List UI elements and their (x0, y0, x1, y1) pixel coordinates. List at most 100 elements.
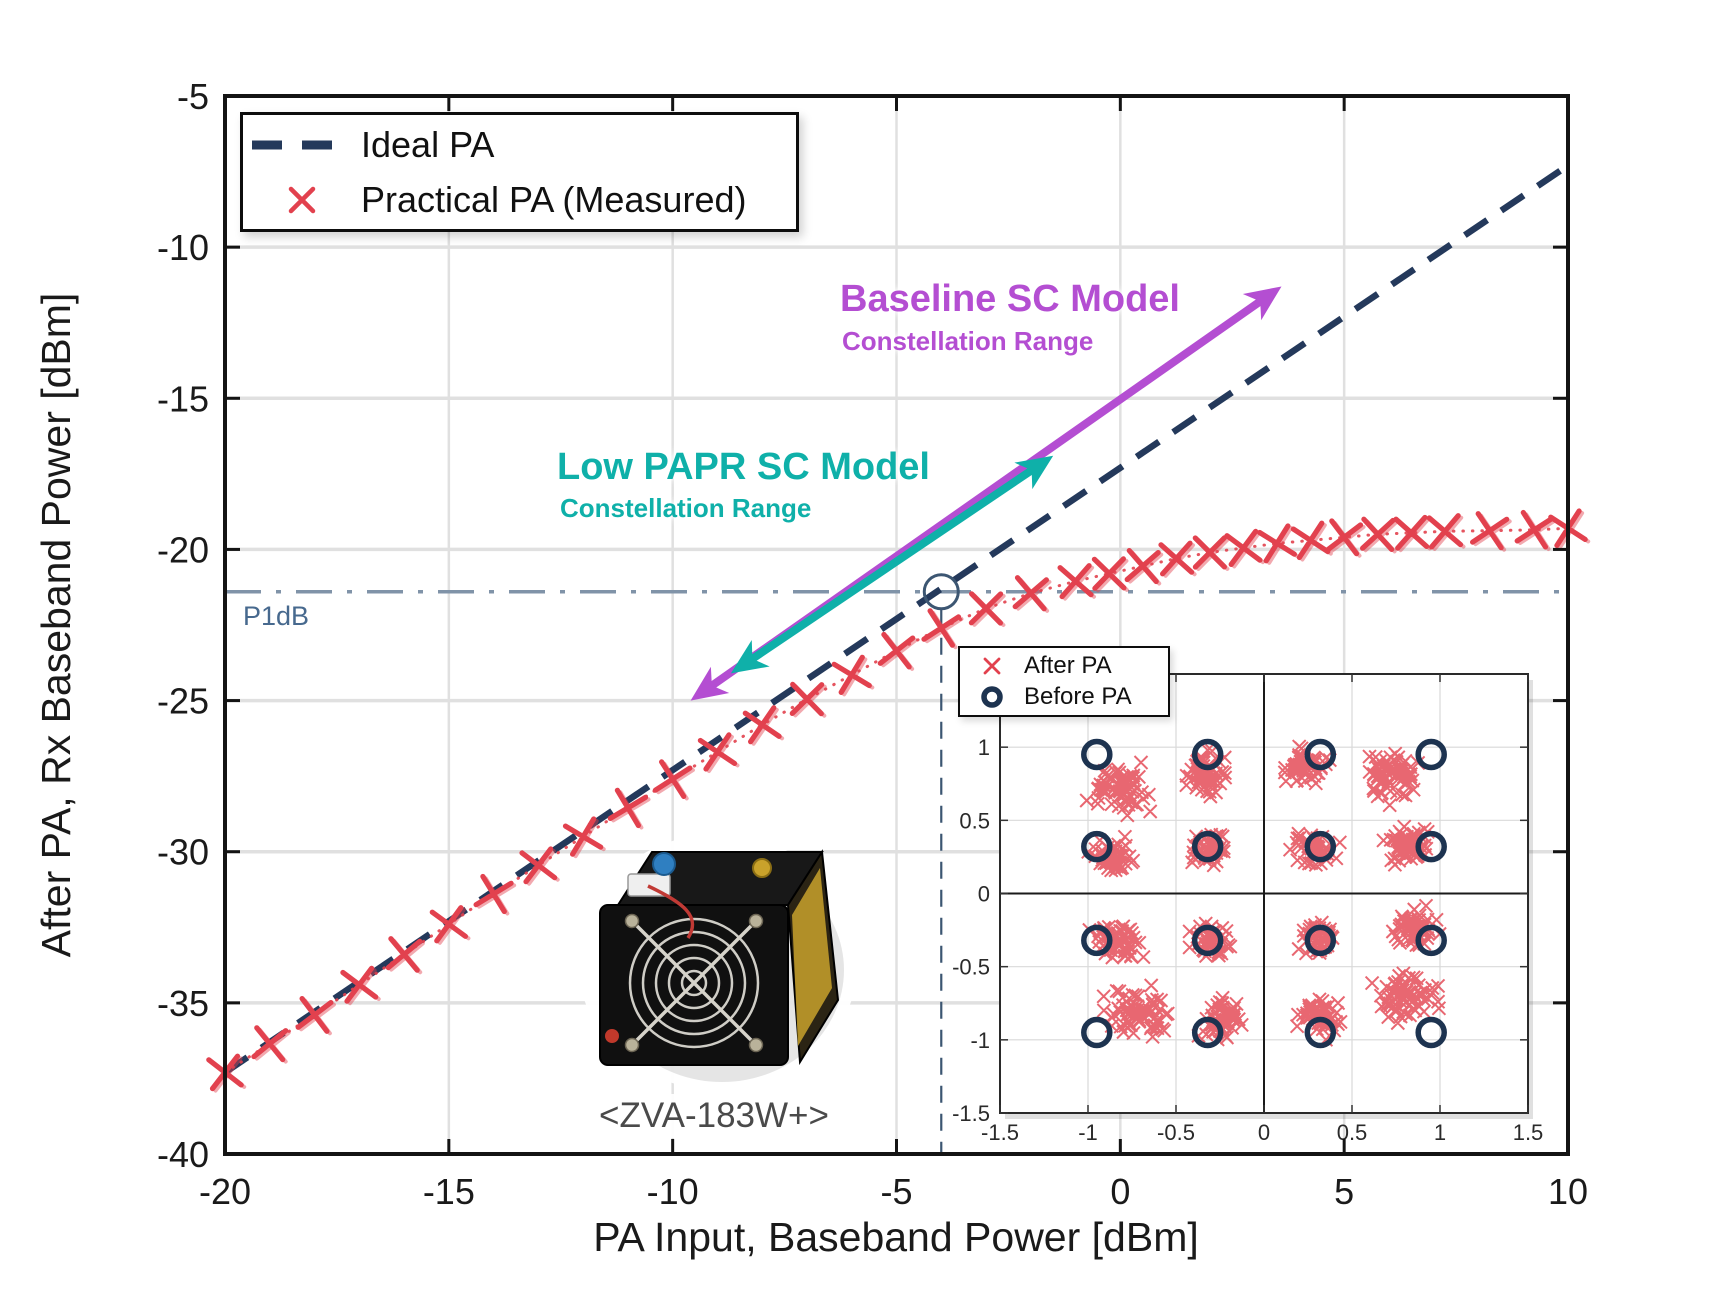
legend-item-practical: Practical PA (Measured) (243, 172, 796, 227)
before-pa-point (1415, 830, 1447, 863)
constellation-inset: -1.5 -1 -0.5 0 0.5 1 1.5 1 0.5 0 -0.5 -1 -1.5 (952, 673, 1544, 1145)
after-pa-swatch (983, 657, 1001, 675)
y-tick-label: -25 (157, 681, 209, 722)
inset-x-tick-label: -1 (1078, 1120, 1098, 1145)
x-tick-label: 5 (1334, 1171, 1354, 1212)
y-tick-label: -35 (157, 983, 209, 1024)
p1db-compression-point-marker (922, 573, 960, 611)
y-tick-label: -5 (177, 76, 209, 117)
device-red-wire (647, 884, 695, 939)
baseline-range-arrow-head (690, 666, 730, 701)
baseline-sc-model-annotation: Baseline SC Model (840, 278, 1180, 320)
before-pa-point (1191, 1016, 1224, 1049)
x-tick-label: -10 (647, 1171, 699, 1212)
before-pa-point (1191, 830, 1224, 863)
p1db-label: P1dB (243, 601, 310, 631)
practical-marker-swatch (288, 186, 316, 213)
ideal-line-swatch (252, 140, 352, 149)
pa-device-illustration (578, 834, 858, 1090)
before-pa-point (1304, 738, 1337, 771)
fan-grille-ring (654, 943, 734, 1023)
after-pa-cluster (1289, 992, 1348, 1047)
inset-x-tick-label: 0 (1258, 1120, 1270, 1145)
before-pa-point (1081, 924, 1113, 957)
fan-grille-ring (628, 917, 760, 1049)
legend-practical-swatch-cross (288, 186, 316, 213)
inset-legend-after-cross (983, 657, 1001, 675)
x-tick-label: -15 (423, 1171, 475, 1212)
x-tick-label: -20 (199, 1171, 251, 1212)
after-pa-x-marker-icon (960, 654, 1024, 678)
x-tick-label: -5 (880, 1171, 912, 1212)
after-pa-cluster (1079, 755, 1158, 823)
device-side-gold-panel (792, 868, 832, 1046)
inset-y-tick-label: -1.5 (952, 1101, 990, 1126)
y-axis-label: After PA, Rx Baseband Power [dBm] (33, 292, 79, 958)
baseline-constellation-range-annotation: Constellation Range (842, 326, 1094, 356)
before-pa-point (1415, 738, 1447, 771)
lowpapr-range-arrow-head (730, 639, 770, 674)
measured-pa-dotted-line (223, 526, 1570, 1074)
lowpapr-range-arrow-shaft (743, 462, 1041, 667)
inset-y-tick-label: 0 (978, 882, 990, 907)
fan-grille-wire (630, 919, 758, 1047)
baseline-range-arrow-head (1242, 286, 1282, 321)
legend-ideal-label: Ideal PA (361, 123, 495, 165)
ideal-dashed-line-icon (243, 139, 361, 151)
x-axis-label: PA Input, Baseband Power [dBm] (593, 1214, 1199, 1260)
y-tick-label: -15 (157, 378, 209, 419)
lowpapr-sc-model-annotation: Low PAPR SC Model (557, 446, 930, 488)
inset-x-tick-label: 0.5 (1337, 1120, 1368, 1145)
inset-y-tick-label: -0.5 (952, 955, 990, 980)
before-pa-point (1191, 924, 1224, 957)
after-pa-cluster (1376, 819, 1435, 872)
lowpapr-range-arrow (730, 455, 1054, 674)
after-pa-cluster (1096, 978, 1175, 1045)
before-pa-point (1081, 1016, 1113, 1049)
before-pa-point (1415, 924, 1447, 957)
before-pa-point (1415, 1016, 1447, 1049)
lowpapr-constellation-range-annotation: Constellation Range (560, 493, 812, 523)
x-tick-label: 10 (1548, 1171, 1588, 1212)
inset-y-tick-label: 1 (978, 735, 990, 760)
inset-legend: After PA Before PA (958, 646, 1170, 717)
legend-item-ideal: Ideal PA (243, 117, 796, 172)
before-pa-point (1081, 738, 1113, 771)
inset-y-tick-label: 0.5 (959, 808, 990, 833)
inset-x-tick-label: -0.5 (1157, 1120, 1195, 1145)
fan-grille-ring (641, 930, 747, 1036)
fan-grille-ring (680, 969, 708, 997)
inset-legend-before-label: Before PA (1024, 683, 1132, 710)
inset-legend-item-after: After PA (960, 651, 1168, 682)
before-pa-point (1191, 738, 1224, 771)
y-tick-label: -20 (157, 529, 209, 570)
after-pa-cluster (1362, 746, 1426, 813)
inset-x-tick-label: -1.5 (981, 1120, 1019, 1145)
main-ticks (223, 94, 1570, 1156)
inset-y-tick-label: -1 (970, 1028, 990, 1053)
x-marker-icon (243, 185, 361, 215)
legend-practical-label: Practical PA (Measured) (361, 178, 747, 220)
inset-legend-item-before: Before PA (960, 682, 1168, 713)
after-pa-cluster (1364, 966, 1447, 1031)
device-model-label: <ZVA-183W+> (583, 1094, 845, 1138)
y-tick-label: -40 (157, 1134, 209, 1175)
inset-legend-after-label: After PA (1024, 652, 1112, 679)
y-tick-label: -10 (157, 227, 209, 268)
inset-legend-before-circle (981, 686, 1003, 708)
device-red-detail (605, 1029, 619, 1043)
device-capacitor-blue (652, 852, 676, 876)
inset-x-tick-label: 1.5 (1513, 1120, 1544, 1145)
lowpapr-range-arrow-head (1014, 455, 1054, 490)
x-tick-label: 0 (1110, 1171, 1130, 1212)
fan-screw (624, 1037, 640, 1053)
before-pa-point (1304, 924, 1337, 957)
before-pa-circle-icon (960, 684, 1024, 710)
fan-screw (624, 913, 640, 929)
y-tick-label: -30 (157, 832, 209, 873)
before-pa-point (1304, 830, 1337, 863)
fan-screw (748, 1037, 764, 1053)
before-pa-swatch (981, 686, 1003, 708)
